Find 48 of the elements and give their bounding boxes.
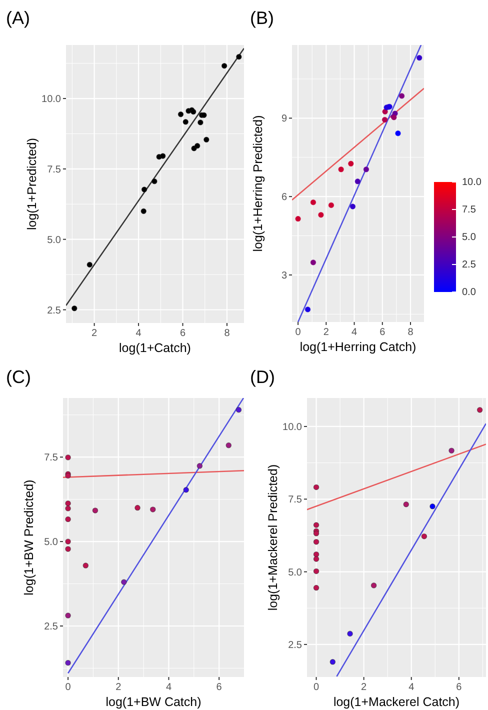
x-axis-title: log(1+Mackerel Catch) bbox=[333, 695, 460, 709]
x-tick-label: 6 bbox=[180, 328, 186, 339]
x-tick-label: 0 bbox=[65, 682, 72, 693]
x-tick-label: 6 bbox=[456, 682, 462, 693]
y-tick-label: 9 bbox=[281, 114, 288, 125]
x-tick-label: 2 bbox=[116, 682, 122, 693]
chart-title: (D) bbox=[250, 367, 275, 387]
y-axis-title: log(1+Mackerel Predicted) bbox=[266, 464, 280, 611]
x-tick-label: 6 bbox=[216, 682, 222, 693]
y-tick-label: 5.0 bbox=[44, 537, 58, 548]
y-axis-title: log(1+BW Predicted) bbox=[22, 480, 36, 596]
color-bar-label: 5.0 bbox=[462, 232, 476, 244]
x-tick-label: 6 bbox=[380, 327, 386, 338]
color-bar-label: 0.0 bbox=[462, 287, 476, 298]
color-bar-label: 2.5 bbox=[462, 260, 476, 271]
x-tick-label: 2 bbox=[323, 327, 330, 338]
y-tick-label: 3 bbox=[281, 270, 288, 282]
x-tick-label: 2 bbox=[92, 328, 98, 339]
y-tick-label: 2.5 bbox=[44, 621, 58, 632]
x-tick-label: 4 bbox=[408, 682, 415, 693]
color-bar-label: 10.0 bbox=[462, 177, 482, 188]
y-axis-title: log(1+Herring Predicted) bbox=[251, 115, 265, 252]
x-tick-label: 0 bbox=[295, 327, 302, 338]
y-tick-label: 5.0 bbox=[288, 567, 302, 578]
y-tick-label: 7.5 bbox=[288, 494, 302, 506]
y-axis-title: log(1+Predicted) bbox=[25, 138, 39, 230]
x-tick-label: 8 bbox=[224, 328, 230, 339]
y-tick-label: 10.0 bbox=[282, 422, 302, 433]
x-tick-label: 4 bbox=[136, 328, 142, 339]
x-tick-label: 4 bbox=[351, 327, 358, 338]
color-bar-label: 7.5 bbox=[462, 204, 476, 216]
y-tick-label: 6 bbox=[281, 192, 288, 204]
x-axis-title: log(1+Catch) bbox=[119, 341, 191, 355]
chart-title: (B) bbox=[250, 8, 274, 28]
y-tick-label: 5.0 bbox=[47, 234, 62, 246]
x-tick-label: 4 bbox=[166, 682, 172, 693]
y-tick-label: 7.5 bbox=[44, 452, 58, 464]
chart-title: (C) bbox=[6, 367, 31, 387]
x-tick-label: 0 bbox=[313, 682, 320, 693]
x-axis-title: log(1+BW Catch) bbox=[106, 695, 202, 709]
chart-title: (A) bbox=[6, 8, 30, 28]
x-axis-title: log(1+Herring Catch) bbox=[300, 340, 416, 354]
x-tick-label: 8 bbox=[408, 327, 414, 338]
y-tick-label: 7.5 bbox=[47, 164, 62, 176]
y-tick-label: 2.5 bbox=[288, 640, 302, 651]
y-tick-label: 2.5 bbox=[47, 305, 62, 316]
x-tick-label: 2 bbox=[361, 682, 368, 693]
y-tick-label: 10.0 bbox=[42, 94, 62, 106]
